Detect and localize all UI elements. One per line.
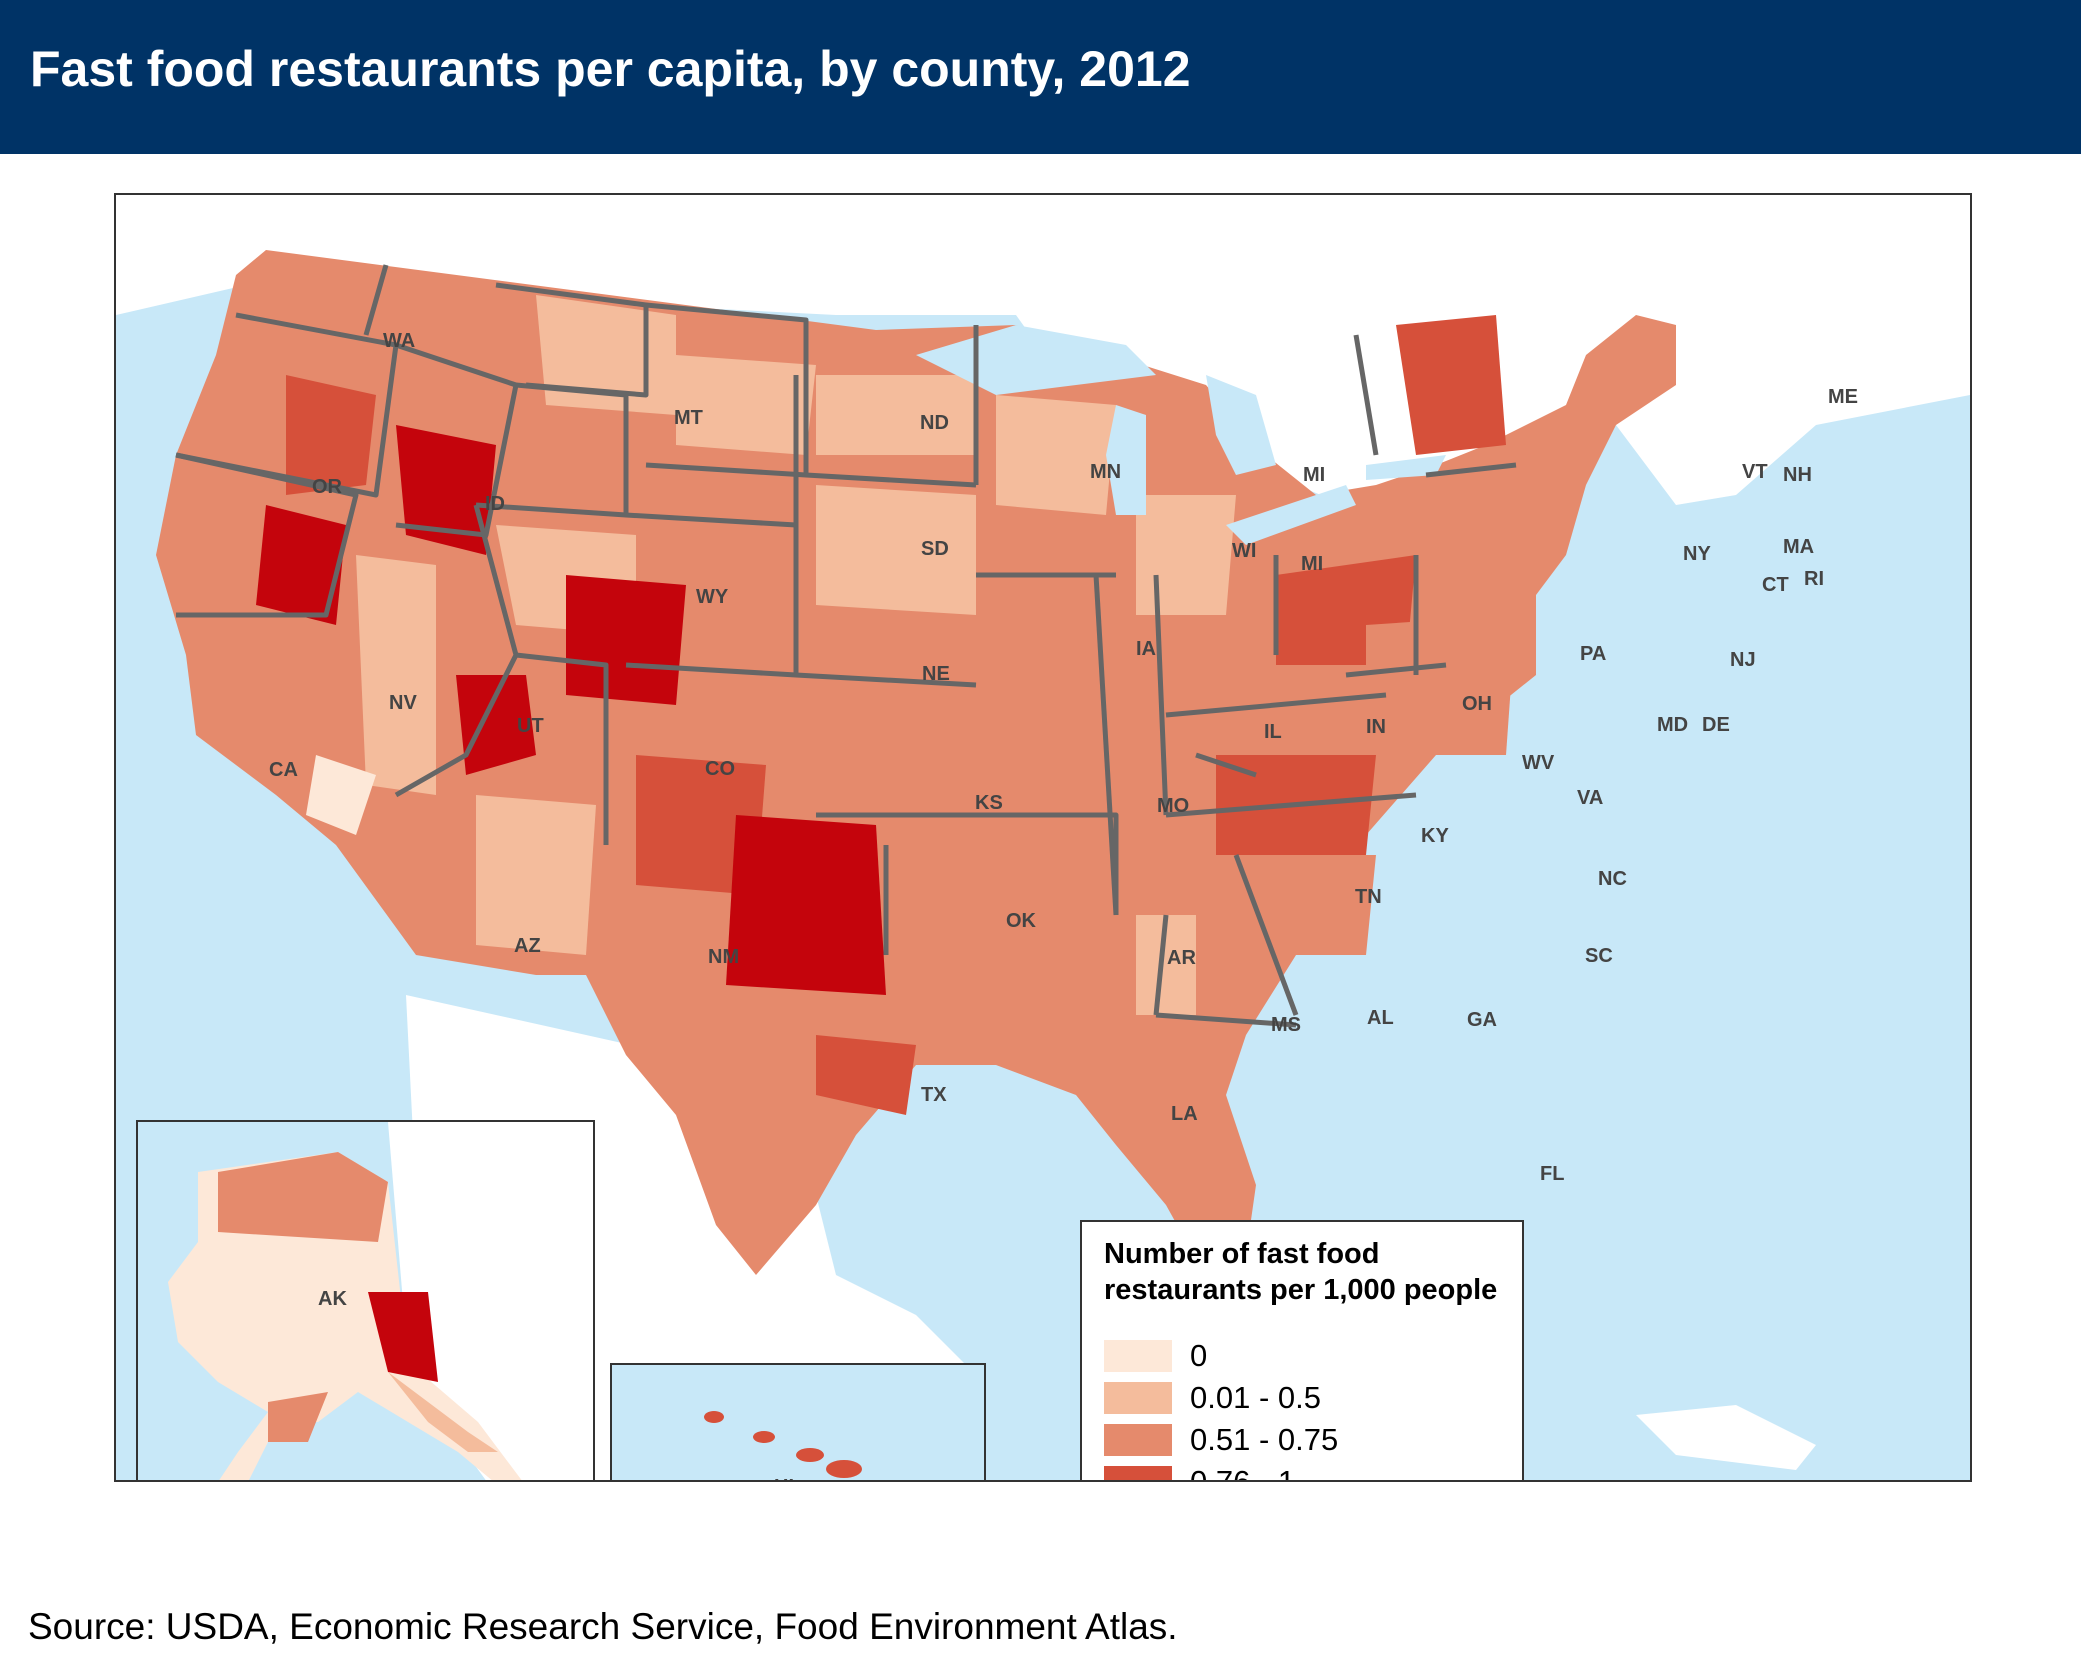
state-label-ks: KS [975, 792, 1003, 814]
state-label-ar: AR [1167, 947, 1196, 969]
state-label-in: IN [1366, 716, 1386, 738]
state-label-vt: VT [1742, 461, 1768, 483]
state-label-fl: FL [1540, 1163, 1564, 1185]
map-frame: WA OR CA ID NV MT WY UT AZ CO NM ND SD N… [114, 193, 1972, 1482]
state-label-de: DE [1702, 714, 1730, 736]
legend-swatch [1104, 1340, 1172, 1372]
state-label-mn: MN [1090, 461, 1121, 483]
state-label-nv: NV [389, 692, 417, 714]
us-map: WA OR CA ID NV MT WY UT AZ CO NM ND SD N… [116, 195, 1970, 1480]
state-label-mo: MO [1157, 795, 1189, 817]
legend-label: 0 [1190, 1338, 1208, 1373]
legend-swatch [1104, 1424, 1172, 1456]
state-label-az: AZ [514, 935, 541, 957]
state-label-al: AL [1367, 1007, 1394, 1029]
state-label-mi-up: MI [1303, 464, 1325, 486]
state-label-sd: SD [921, 538, 949, 560]
state-label-mi: MI [1301, 553, 1323, 575]
title-bar: Fast food restaurants per capita, by cou… [0, 0, 2081, 154]
state-label-nc: NC [1598, 868, 1627, 890]
state-label-or: OR [312, 476, 343, 498]
legend-swatch [1104, 1382, 1172, 1414]
state-label-me: ME [1828, 386, 1858, 408]
state-label-ok: OK [1006, 910, 1037, 932]
state-label-ms: MS [1271, 1014, 1301, 1036]
state-label-hi: HI [774, 1476, 794, 1482]
state-label-mt: MT [674, 407, 703, 429]
state-label-wv: WV [1522, 752, 1555, 774]
state-label-la: LA [1171, 1103, 1198, 1125]
state-label-ak: AK [318, 1288, 347, 1310]
state-label-tn: TN [1355, 886, 1382, 908]
state-label-md: MD [1657, 714, 1688, 736]
hawaii-inset: HI [610, 1363, 986, 1482]
state-label-ga: GA [1467, 1009, 1497, 1031]
state-label-wy: WY [696, 586, 729, 608]
legend-label: 0.76 - 1 [1190, 1464, 1296, 1482]
state-labels: WA OR CA ID NV MT WY UT AZ CO NM ND SD N… [269, 330, 1858, 1185]
state-label-nm: NM [708, 946, 739, 968]
state-label-ne: NE [922, 663, 950, 685]
state-label-pa: PA [1580, 643, 1606, 665]
state-label-ma: MA [1783, 536, 1814, 558]
state-label-ia: IA [1136, 638, 1156, 660]
state-label-sc: SC [1585, 945, 1613, 967]
state-label-nd: ND [920, 412, 949, 434]
state-label-ca: CA [269, 759, 298, 781]
chart-title: Fast food restaurants per capita, by cou… [30, 41, 1191, 97]
state-label-tx: TX [921, 1084, 947, 1106]
map-legend: Number of fast food restaurants per 1,00… [1080, 1220, 1524, 1482]
alaska-inset: AK [136, 1120, 595, 1480]
state-label-wi: WI [1232, 540, 1256, 562]
state-label-il: IL [1264, 721, 1282, 743]
state-label-wa: WA [383, 330, 415, 352]
lake-huron [1206, 375, 1276, 475]
alaska-map: AK [168, 1122, 593, 1480]
hawaii-map: HI [704, 1411, 862, 1482]
state-label-ny: NY [1683, 543, 1711, 565]
legend-label: 0.51 - 0.75 [1190, 1422, 1339, 1457]
state-label-nh: NH [1783, 464, 1812, 486]
lake-michigan [1106, 405, 1146, 515]
legend-swatch [1104, 1466, 1172, 1480]
state-borders [175, 264, 1517, 1028]
legend-title: Number of fast food restaurants per 1,00… [1104, 1238, 1498, 1306]
county-patches [256, 295, 1516, 1115]
source-note: Source: USDA, Economic Research Service,… [28, 1606, 1178, 1647]
state-label-oh: OH [1462, 693, 1492, 715]
state-label-ky: KY [1421, 825, 1449, 847]
lake-erie [1226, 485, 1356, 545]
state-label-va: VA [1577, 787, 1603, 809]
state-label-co: CO [705, 758, 735, 780]
legend-label: 0.01 - 0.5 [1190, 1380, 1321, 1415]
state-label-ct: CT [1762, 574, 1789, 596]
cuba-land [1636, 1405, 1816, 1470]
state-label-nj: NJ [1730, 649, 1756, 671]
state-label-ri: RI [1804, 568, 1824, 590]
state-label-id: ID [485, 493, 505, 515]
state-label-ut: UT [517, 715, 544, 737]
